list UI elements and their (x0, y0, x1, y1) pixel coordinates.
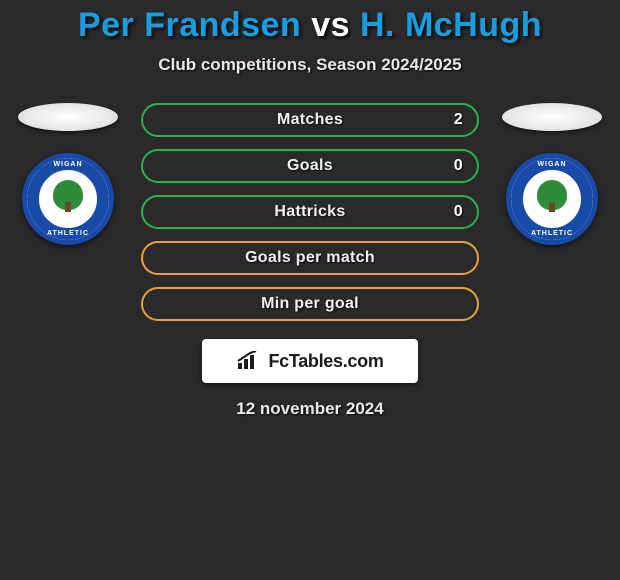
stat-value-right: 2 (454, 111, 463, 129)
badge-text-top: WIGAN (511, 161, 593, 168)
stat-row: Min per goal (141, 287, 479, 321)
stat-row: Hattricks 0 (141, 195, 479, 229)
stat-row: Goals per match (141, 241, 479, 275)
page-title: Per Frandsen vs H. McHugh (0, 6, 620, 45)
stat-value-right: 0 (454, 157, 463, 175)
stat-value-right: 0 (454, 203, 463, 221)
stats-column: Matches 2 Goals 0 Hattricks 0 Goals per match M… (141, 103, 479, 321)
stat-label: Matches (277, 111, 343, 129)
stat-label: Goals (287, 157, 333, 175)
infographic-root: Per Frandsen vs H. McHugh Club competiti… (0, 0, 620, 419)
date-label: 12 november 2024 (0, 399, 620, 419)
stat-label: Min per goal (261, 295, 359, 313)
stat-row: Matches 2 (141, 103, 479, 137)
badge-text-bottom: ATHLETIC (27, 230, 109, 237)
main-row: WIGAN ATHLETIC Matches2Goals0Hattricks0G… (0, 103, 620, 321)
player1-name: Per Frandsen (78, 6, 301, 44)
vs-separator: vs (311, 6, 350, 44)
stat-label: Goals per match (245, 249, 375, 267)
player2-silhouette (502, 103, 602, 131)
player1-club-badge: WIGAN ATHLETIC (22, 153, 114, 245)
left-column: WIGAN ATHLETIC (13, 103, 123, 245)
badge-text-top: WIGAN (27, 161, 109, 168)
subtitle: Club competitions, Season 2024/2025 (0, 55, 620, 75)
player2-club-badge: WIGAN ATHLETIC (506, 153, 598, 245)
source-brand: FcTables.com (268, 351, 383, 372)
right-column: WIGAN ATHLETIC (497, 103, 607, 245)
stat-row: Goals 0 (141, 149, 479, 183)
source-badge: FcTables.com (202, 339, 418, 383)
stat-label: Hattricks (274, 203, 345, 221)
player2-name: H. McHugh (360, 6, 542, 44)
badge-text-bottom: ATHLETIC (511, 230, 593, 237)
chart-icon (236, 351, 262, 371)
player1-silhouette (18, 103, 118, 131)
